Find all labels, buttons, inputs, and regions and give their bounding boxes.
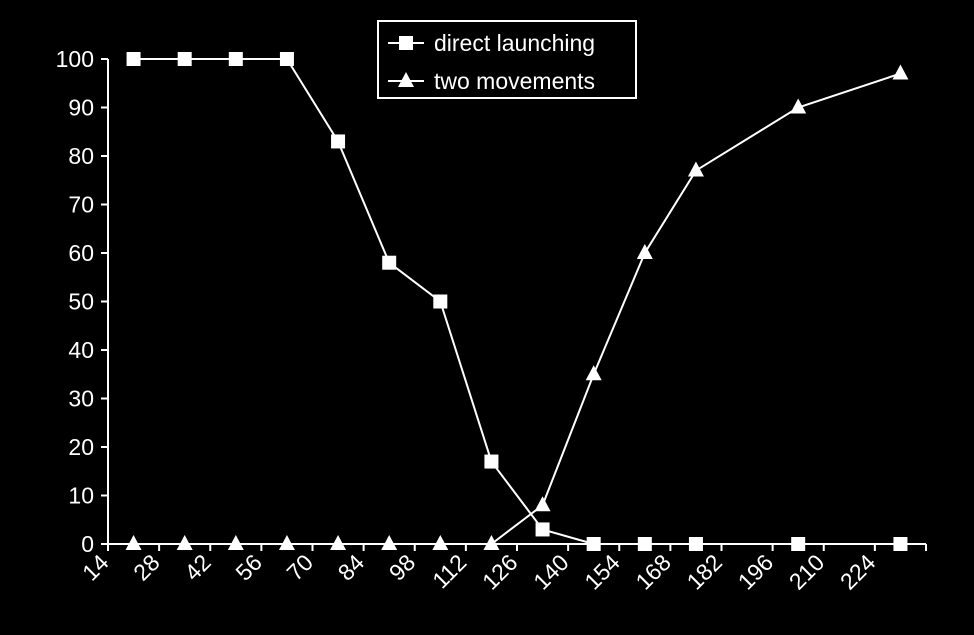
x-tick-label: 98 <box>384 549 420 585</box>
data-point <box>331 134 346 149</box>
x-tick-label: 28 <box>128 549 164 585</box>
x-tick-label: 196 <box>733 549 779 595</box>
legend-marker <box>399 36 413 50</box>
series-line <box>133 58 901 545</box>
axes <box>101 58 927 551</box>
x-tick-label: 140 <box>528 549 574 595</box>
x-tick-label: 112 <box>427 549 471 593</box>
data-point <box>227 535 244 550</box>
series-square <box>126 52 908 551</box>
data-point <box>433 294 448 309</box>
data-point <box>483 535 500 550</box>
data-point <box>278 535 295 550</box>
data-point <box>893 537 908 551</box>
data-point <box>636 244 653 259</box>
data-point <box>176 535 193 550</box>
y-tick-label: 40 <box>68 337 94 363</box>
x-tick-label: 154 <box>579 549 625 595</box>
data-point <box>534 496 551 512</box>
data-point <box>586 537 601 551</box>
legend-entry: direct launching <box>388 30 595 56</box>
legend: direct launching two movements <box>377 20 637 99</box>
series-layer <box>125 52 909 551</box>
series-line <box>133 72 901 545</box>
data-point <box>892 64 909 80</box>
data-point <box>585 365 602 381</box>
data-point <box>687 161 704 177</box>
data-point <box>177 52 192 66</box>
data-point <box>790 98 807 114</box>
legend-marker <box>398 72 414 87</box>
y-tick-label: 80 <box>68 143 94 169</box>
data-point <box>637 537 652 551</box>
data-point <box>381 535 398 550</box>
data-point <box>330 535 347 550</box>
y-tick-label: 100 <box>56 46 94 72</box>
legend-box <box>377 20 637 99</box>
y-tick-label: 60 <box>68 240 94 266</box>
y-tick-label: 0 <box>81 531 94 557</box>
data-point <box>432 535 449 550</box>
data-point <box>126 52 141 66</box>
data-point <box>279 52 294 66</box>
y-tick-label: 10 <box>68 483 94 509</box>
x-tick-label: 210 <box>784 549 830 595</box>
data-point <box>535 522 550 537</box>
data-point <box>484 454 499 469</box>
x-tick-label: 182 <box>682 549 728 595</box>
x-tick-label: 56 <box>230 549 266 585</box>
x-tick-label: 84 <box>333 549 370 586</box>
legend-label: direct launching <box>434 30 595 56</box>
x-tick-label: 224 <box>835 549 881 595</box>
y-tick-label: 50 <box>68 289 94 315</box>
x-tick-label: 168 <box>630 549 676 595</box>
y-tick-label: 90 <box>68 95 94 121</box>
data-point <box>125 535 142 550</box>
series-triangle <box>125 64 909 550</box>
data-point <box>228 52 243 66</box>
y-tick-label: 20 <box>68 434 94 460</box>
x-tick-label: 42 <box>179 549 215 585</box>
data-point <box>688 537 703 551</box>
x-tick-label: 126 <box>477 549 523 595</box>
data-point <box>382 255 397 270</box>
data-point <box>791 537 806 551</box>
x-tick-label: 70 <box>282 549 318 585</box>
y-tick-label: 70 <box>68 192 94 218</box>
y-tick-label: 30 <box>68 386 94 412</box>
legend-entry: two movements <box>388 68 595 94</box>
legend-label: two movements <box>434 68 595 94</box>
